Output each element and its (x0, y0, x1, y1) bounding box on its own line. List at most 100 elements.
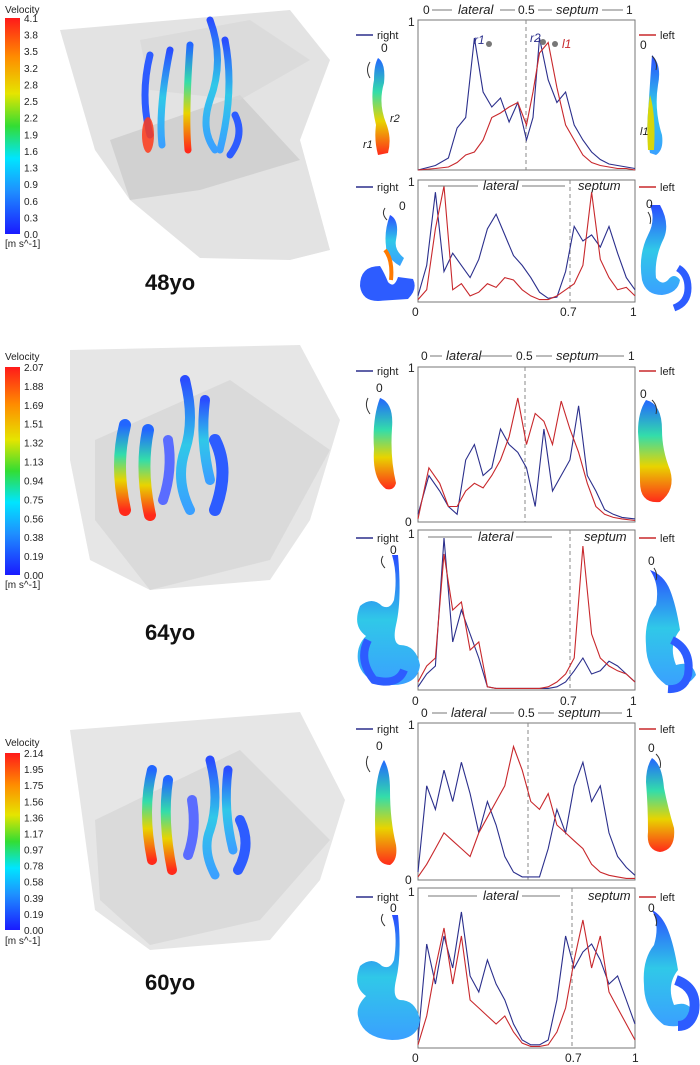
colorbar-tick-label: 0.00 (24, 926, 44, 937)
top-label-lateral: lateral (458, 2, 495, 17)
rotation-arrow-icon (653, 567, 658, 581)
nasal-cavity-render-60yo (70, 712, 345, 950)
upper-plot-48yo: 0 lateral 0.5 septum 1 1 r1 r2 l1 right … (356, 2, 675, 171)
colorbar-title: Velocity (5, 738, 39, 749)
series-line-right (417, 760, 636, 878)
cross-section-left: 0 (643, 901, 700, 1031)
colorbar-tick-label: 1.9 (24, 130, 38, 141)
series-line-right (417, 537, 636, 689)
legend-right: right (377, 182, 398, 194)
colorbar-tick-label: 2.07 (24, 363, 44, 374)
start-marker: 0 (648, 554, 655, 568)
y-max-label: 1 (408, 175, 415, 189)
top-label-septum: septum (556, 348, 599, 363)
rotation-arrow-icon (653, 913, 658, 927)
rotation-arrow-icon (380, 555, 386, 569)
upper-plot-60yo: 0 lateral 0.5 septum 1 1 0 right left 0 … (356, 705, 675, 887)
start-marker: 0 (376, 739, 383, 753)
colorbar-tick-label: 1.3 (24, 164, 38, 175)
section-label-r1: r1 (363, 139, 373, 151)
series-line-right (417, 405, 636, 520)
x-label-1: 1 (632, 1051, 639, 1065)
top-label-0: 0 (421, 349, 428, 363)
legend-left: left (660, 182, 675, 194)
start-marker: 0 (648, 741, 655, 755)
rotation-arrow-icon (651, 399, 657, 415)
colorbar-title: Velocity (5, 5, 39, 16)
colorbar-gradient (5, 18, 20, 234)
cross-section-right: 0 (365, 381, 396, 490)
top-label-lateral: lateral (446, 348, 483, 363)
top-label-lateral: lateral (451, 705, 488, 720)
colorbar-ticks: 2.07 1.88 1.69 1.51 1.32 1.13 0.94 0.75 0.56 0.38… (24, 363, 44, 582)
colorbar-tick-label: 3.8 (24, 31, 38, 42)
point-marker-l1 (552, 41, 558, 47)
plot-series (417, 37, 636, 171)
y-min-label: 0 (405, 873, 412, 887)
age-label: 48yo (145, 270, 195, 295)
colorbar-tick-label: 0.3 (24, 213, 38, 224)
rotation-arrow-icon (367, 61, 371, 79)
rotation-arrow-icon (382, 207, 388, 221)
legend-right: right (377, 533, 398, 545)
start-marker: 0 (646, 197, 653, 211)
top-label-1: 1 (628, 349, 635, 363)
top-label-0: 0 (423, 3, 430, 17)
section-label-r2: r2 (390, 113, 400, 125)
series-line-right (417, 192, 636, 299)
x-label-0: 0 (412, 305, 419, 319)
series-line-left (417, 185, 636, 301)
legend-right: right (377, 724, 398, 736)
top-label-lateral: lateral (483, 178, 520, 193)
colorbar-tick-label: 1.69 (24, 401, 44, 412)
colorbar-tick-label: 3.2 (24, 64, 38, 75)
rotation-arrow-icon (655, 753, 661, 769)
cross-section-left: 0 (640, 197, 692, 312)
colorbar-64yo: Velocity 2.07 1.88 1.69 1.51 1.32 1.13 0.94 0.7… (5, 352, 44, 591)
top-label-lateral: lateral (483, 888, 520, 903)
colorbar-tick-label: 0.39 (24, 894, 44, 905)
colorbar-tick-label: 0.19 (24, 910, 44, 921)
y-max-label: 1 (408, 718, 415, 732)
panel-60yo: Velocity 2.14 1.95 1.75 1.56 1.36 1.17 0.97 0.7… (5, 705, 700, 1065)
colorbar-tick-label: 1.88 (24, 382, 44, 393)
series-line-left (417, 919, 636, 1047)
colorbar-48yo: Velocity 4.1 3.8 3.5 3.2 2.8 2.5 2.2 1.9 1.6 1.3 0… (5, 5, 40, 250)
colorbar-gradient (5, 753, 20, 930)
top-label-1: 1 (626, 3, 633, 17)
series-line-right (417, 37, 636, 171)
series-line-left (417, 41, 636, 171)
colorbar-tick-label: 1.36 (24, 813, 44, 824)
x-label-0: 0 (412, 694, 419, 708)
point-label-r1: r1 (474, 33, 485, 47)
start-marker: 0 (640, 387, 647, 401)
plot-frame (417, 722, 636, 881)
colorbar-tick-label: 0.0 (24, 230, 38, 241)
colorbar-tick-label: 0.58 (24, 878, 44, 889)
point-label-r2: r2 (530, 31, 541, 45)
x-label-07: 0.7 (560, 694, 577, 708)
colorbar-tick-label: 1.95 (24, 765, 44, 776)
cross-section-right: 0 (357, 901, 420, 1040)
plot-frame (417, 529, 636, 691)
nasal-cavity-render-48yo (60, 10, 330, 260)
colorbar-tick-label: 1.32 (24, 439, 44, 450)
colorbar-tick-label: 1.13 (24, 458, 44, 469)
x-label-07: 0.7 (565, 1051, 582, 1065)
plot-frame (417, 366, 636, 523)
point-label-l1: l1 (562, 37, 571, 51)
colorbar-ticks: 4.1 3.8 3.5 3.2 2.8 2.5 2.2 1.9 1.6 1.3 0.9 0.6 0.3 0… (24, 14, 38, 241)
series-line-left (417, 744, 635, 879)
y-min-label: 0 (405, 515, 412, 529)
age-label: 64yo (145, 620, 195, 645)
top-label-septum: septum (578, 178, 621, 193)
colorbar-title: Velocity (5, 352, 39, 363)
nasal-cavity-render-64yo (70, 345, 340, 590)
y-max-label: 1 (408, 361, 415, 375)
start-marker: 0 (640, 38, 647, 52)
top-label-septum: septum (584, 529, 627, 544)
colorbar-tick-label: 0.75 (24, 495, 44, 506)
colorbar-unit: [m s^-1] (5, 936, 40, 947)
lower-plot-60yo: lateral septum 1 0 0.7 1 right left 0 0 (356, 885, 700, 1065)
start-marker: 0 (381, 41, 388, 55)
